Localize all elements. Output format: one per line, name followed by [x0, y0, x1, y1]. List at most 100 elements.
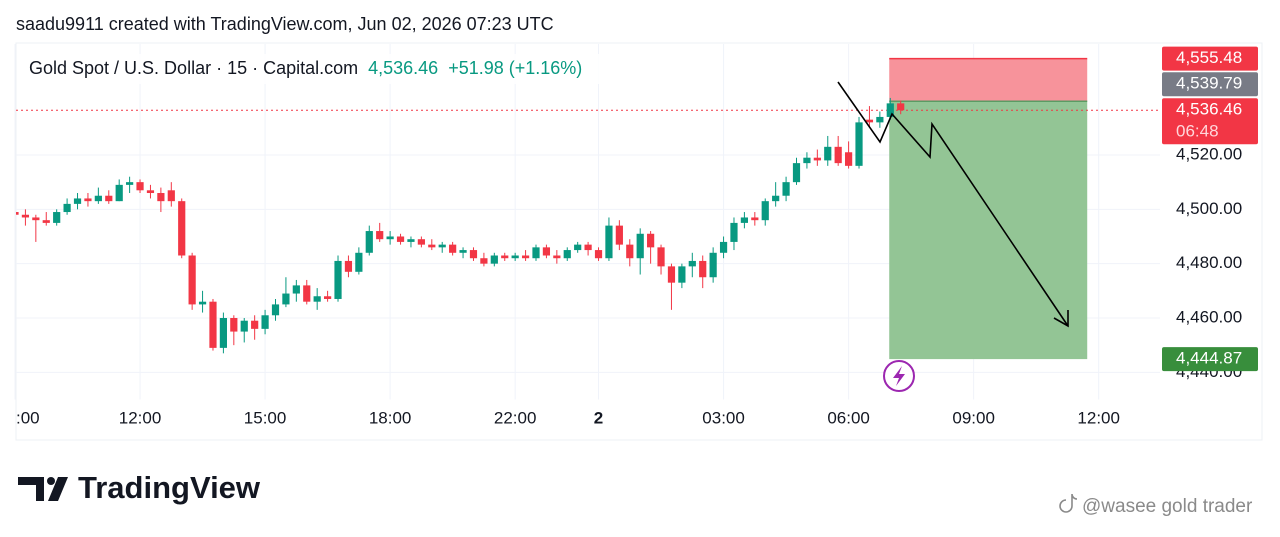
candle-body [876, 116, 884, 123]
x-tick-label: 18:00 [369, 408, 412, 427]
price-tag-label: 4,539.79 [1176, 74, 1242, 93]
candle-body [553, 255, 561, 259]
x-tick-label: 22:00 [494, 408, 537, 427]
watermark-text: @wasee gold trader [1082, 496, 1253, 517]
candle-body [688, 260, 696, 267]
candle-body [897, 103, 905, 111]
legend-bg [22, 54, 622, 84]
candle-body [344, 260, 353, 272]
price-tag [1162, 46, 1258, 71]
candle-body [126, 182, 134, 185]
candle-body [386, 236, 394, 240]
candle-body [355, 252, 363, 272]
candle-body [324, 296, 332, 299]
x-tick-label: 06:00 [827, 408, 870, 427]
watermark: @wasee gold trader [1059, 493, 1253, 517]
price-tag-label: 4,444.87 [1176, 349, 1242, 368]
candle-body [667, 266, 676, 283]
alert-icon[interactable] [883, 360, 915, 392]
candle-body [740, 217, 748, 223]
x-tick-label: 12:00 [119, 408, 162, 427]
candle-body [157, 193, 165, 202]
candle-body [719, 241, 728, 253]
candle-body [521, 255, 530, 259]
candle-body [813, 157, 821, 161]
candle-body [303, 285, 311, 302]
x-tick-label: 2 [594, 408, 603, 427]
candle-body [146, 190, 155, 194]
target-zone [889, 101, 1088, 360]
candle-body [647, 233, 655, 248]
stop-zone [889, 58, 1088, 102]
candle-body [105, 195, 113, 202]
candle-body [365, 231, 373, 253]
candle-body [251, 320, 259, 329]
candle-body [709, 252, 717, 278]
candle-body [313, 296, 321, 302]
legend-last: 4,536.46 [368, 58, 438, 78]
candle-body [480, 258, 488, 264]
candle-body [73, 198, 82, 204]
chart-frame [15, 42, 1263, 441]
candle-body [136, 182, 144, 191]
candle-body [626, 244, 634, 259]
plot [16, 57, 1160, 360]
candle-body [334, 260, 342, 299]
candle-body [772, 195, 780, 202]
candle-body [53, 212, 61, 223]
y-tick-label: 4,500.00 [1176, 199, 1242, 218]
candle-body [84, 198, 92, 202]
candle-body [115, 184, 123, 202]
candle-body [501, 255, 509, 259]
candle-body [32, 217, 40, 221]
candle-body [282, 293, 290, 305]
price-tag-label: 4,555.48 [1176, 48, 1242, 67]
candle-body [261, 315, 269, 329]
y-tick-label: 4,520.00 [1176, 144, 1242, 163]
candle-body [657, 247, 665, 267]
x-tick-label: 09:00 [952, 408, 995, 427]
candle-body [699, 260, 707, 278]
candle-body [782, 182, 790, 196]
legend-change: +51.98 (+1.16%) [448, 58, 582, 78]
watermark-icon [1059, 493, 1078, 513]
candle-body [417, 239, 425, 245]
candle-body [438, 244, 446, 248]
candle-body [376, 231, 384, 240]
candle-body [178, 201, 186, 256]
candle-body [230, 317, 238, 332]
candle-body [563, 250, 571, 259]
countdown: 06:48 [1176, 122, 1219, 141]
candle-body [865, 119, 874, 123]
candle-body [198, 301, 207, 305]
legend: Gold Spot / U.S. Dollar · 15 · Capital.c… [22, 54, 622, 84]
y-tick-label: 4,460.00 [1176, 307, 1242, 326]
candle-body [792, 163, 801, 183]
price-axis: 4,440.004,460.004,480.004,500.004,520.00… [1162, 46, 1258, 381]
candle-body [636, 233, 644, 259]
candle-body [240, 320, 248, 332]
alert-bolt [893, 366, 905, 386]
candle-body [449, 244, 457, 253]
candle-body [886, 103, 894, 117]
price-tag [1162, 347, 1258, 372]
y-tick-label: 4,480.00 [1176, 253, 1242, 272]
candle-body [584, 244, 592, 251]
candle-body [188, 255, 196, 305]
candle-body [761, 201, 769, 221]
candle-body [94, 195, 102, 202]
candle-body [21, 214, 30, 218]
candle-body [292, 285, 300, 294]
candle-body [490, 255, 498, 264]
candle-body [594, 250, 603, 259]
trend-drawing [837, 81, 1069, 327]
price-tag-label: 4,536.46 [1176, 100, 1242, 119]
candle-body [63, 203, 71, 213]
candle-body [824, 146, 832, 161]
candle-body [16, 212, 19, 215]
candle-body [428, 244, 436, 248]
price-tag [1162, 72, 1258, 97]
candle-body [42, 220, 50, 223]
candle-body [532, 247, 540, 259]
candle-body [803, 157, 811, 164]
